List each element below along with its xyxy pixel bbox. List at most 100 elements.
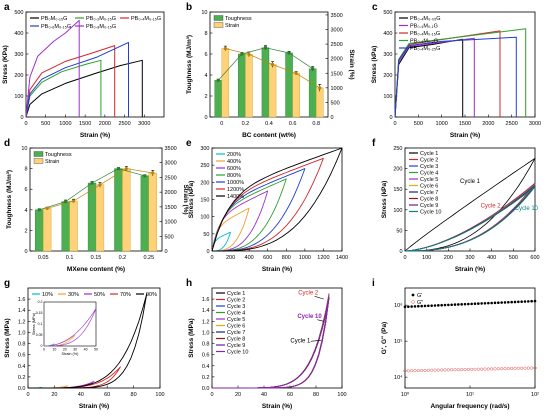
- plot-frame: [27, 287, 161, 389]
- loop-line: [211, 147, 343, 252]
- y-tick-label: 10⁴: [394, 374, 403, 381]
- y-right-tick-label: 1500: [165, 205, 177, 211]
- data-point-g-double-prime: [526, 366, 530, 370]
- x-tick-label: 400: [245, 255, 254, 261]
- y-right-tick-label: 3000: [165, 161, 177, 167]
- legend-label: 1200%: [227, 187, 244, 193]
- x-tick-label: 60: [104, 392, 110, 398]
- data-point-g-double-prime: [470, 367, 474, 371]
- x-tick-label: 2500: [506, 121, 518, 127]
- data-point-g-double-prime: [433, 368, 437, 372]
- legend-label: Cycle 6: [420, 184, 438, 190]
- inset-x-label: Strain (%): [62, 352, 80, 356]
- panel-letter: h: [186, 278, 192, 289]
- legend-label: 800%: [227, 173, 241, 179]
- loop-line: [28, 293, 148, 389]
- x-tick-label: 300: [465, 255, 474, 261]
- y-right-tick-label: 2000: [165, 190, 177, 196]
- annotation: Cycle 1: [290, 338, 311, 344]
- data-point-g-prime: [530, 299, 533, 303]
- x-tick-label: 0: [210, 392, 213, 398]
- x-tick-label: 80: [131, 392, 137, 398]
- x-tick-label: 80: [313, 392, 319, 398]
- data-point-g-prime: [503, 301, 507, 304]
- trend-marker: [247, 52, 251, 56]
- panel-letter: e: [186, 138, 192, 149]
- x-tick-label: 500: [414, 121, 423, 127]
- trend-marker: [90, 181, 94, 185]
- legend-label: 10%: [42, 292, 53, 298]
- legend-label: Cycle 3: [420, 164, 438, 170]
- x-tick-label: 0.8: [312, 121, 320, 127]
- legend-label: 400%: [227, 159, 241, 165]
- legend-label: Cycle 3: [227, 304, 245, 310]
- annotation-arrow: [310, 339, 322, 342]
- legend-label: 50%: [94, 292, 105, 298]
- x-axis-label: MXene content (%): [67, 266, 125, 273]
- legend-marker: [411, 300, 415, 304]
- data-point-g-double-prime: [530, 366, 534, 370]
- y-axis-label: Stress (kPa): [188, 181, 195, 219]
- y-axis-label: Stress (kPa): [371, 46, 378, 84]
- data-point-g-double-prime: [460, 368, 464, 372]
- inset-frame: [43, 301, 97, 347]
- y-tick-label: 200: [383, 73, 392, 79]
- y-tick-label: 300: [383, 52, 392, 58]
- legend-label: PB₀.₄M₀.₁G: [410, 24, 438, 30]
- y-tick-label: 0: [399, 249, 402, 255]
- trend-marker: [98, 183, 102, 187]
- y-tick-label: 10: [21, 146, 27, 152]
- legend-label: Cycle 9: [227, 343, 245, 349]
- data-point-g-prime: [510, 300, 513, 304]
- y-tick-label: 50: [396, 228, 402, 234]
- annotation: Cycle 2: [298, 291, 319, 297]
- legend-label: PB₀.₆M₀.₁₅G: [41, 24, 71, 30]
- y-tick-label: 0.8: [202, 342, 210, 348]
- x-tick-label: 0.2: [242, 121, 250, 127]
- x-axis-label: Strain (%): [80, 132, 110, 139]
- legend-label: Toughness: [45, 152, 72, 158]
- y-right-tick-label: 1000: [165, 220, 177, 226]
- panel-letter: f: [372, 138, 376, 149]
- data-point-g-prime: [453, 303, 457, 306]
- panel-b: b BC content (wt%) Toughness (MJ/m³) Strain…: [186, 2, 355, 139]
- y-axis-label: G', G" (Pa): [381, 322, 388, 354]
- y-axis-right-label: Strain (%): [348, 49, 355, 79]
- data-point-g-double-prime: [406, 369, 410, 373]
- x-tick-label: 800: [282, 255, 291, 261]
- y-tick-label: 200: [14, 73, 23, 79]
- data-point-g-prime: [523, 300, 527, 303]
- data-point-g-double-prime: [496, 367, 500, 371]
- inset-y-tick-label: 0.1: [38, 322, 43, 326]
- trend-marker: [124, 167, 128, 171]
- data-point-g-prime: [470, 302, 473, 306]
- x-tick-label: 200: [444, 255, 453, 261]
- y-tick-label: 1.0: [202, 330, 210, 336]
- x-tick-label: 200: [226, 255, 235, 261]
- y-tick-label: 0.4: [202, 364, 210, 370]
- bar-strain: [292, 73, 300, 118]
- data-point-g-prime: [417, 304, 420, 308]
- y-right-tick-label: 2500: [331, 42, 343, 48]
- cycle-loop: [212, 298, 330, 389]
- legend-label: Cycle 1: [227, 291, 245, 297]
- y-axis-label: Stress (MPa): [4, 318, 11, 357]
- series-line: [25, 45, 116, 118]
- annotation-arrow: [317, 319, 324, 322]
- y-tick-label: 1.6: [18, 297, 26, 303]
- legend-swatch: [213, 15, 224, 21]
- panel-letter: b: [186, 2, 192, 13]
- x-tick-label: 1400: [336, 255, 348, 261]
- x-tick-label: 500: [509, 255, 518, 261]
- x-axis-label: Strain (%): [455, 266, 485, 273]
- data-point-g-prime: [407, 305, 410, 308]
- data-point-g-double-prime: [446, 368, 450, 372]
- bar-toughness: [238, 53, 246, 118]
- bar-strain: [316, 87, 324, 118]
- bar-toughness: [61, 201, 70, 252]
- y-tick-label: 1.4: [202, 308, 210, 314]
- x-tick-label: 1500: [79, 121, 91, 127]
- x-tick-label: 0.4: [265, 121, 273, 127]
- y-tick-label: 250: [200, 163, 209, 169]
